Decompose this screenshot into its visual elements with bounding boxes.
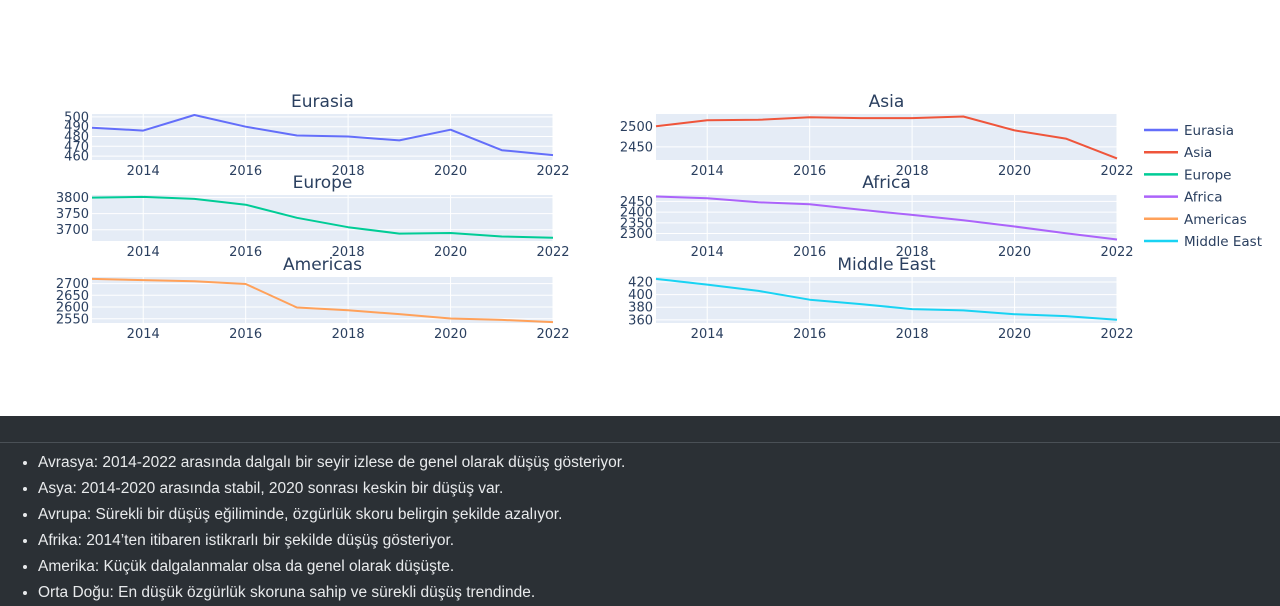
x-tick-label: 2014 xyxy=(691,164,724,179)
note-eurasia: Avrasya: 2014-2022 arasında dalgalı bir … xyxy=(38,450,625,476)
series-line-eurasia xyxy=(91,114,554,157)
x-tick-label: 2014 xyxy=(127,327,160,342)
y-tick-label: 2450 xyxy=(620,140,653,155)
chart-area: 2014 2016 2018 2020 2022 460 470 480 490 500 Euras… xyxy=(56,92,1262,342)
x-tick-label: 2018 xyxy=(332,245,365,260)
note-middle-east: Orta Doğu: En düşük özgürlük skoruna sah… xyxy=(38,580,625,606)
x-tick-label: 2016 xyxy=(793,164,826,179)
x-tick-label: 2022 xyxy=(536,245,569,260)
x-tick-label: 2016 xyxy=(793,327,826,342)
legend-label-asia: Asia xyxy=(1184,145,1212,161)
y-tick-label: 380 xyxy=(628,301,653,316)
notes-divider xyxy=(0,442,1280,443)
note-asia: Asya: 2014-2020 arasında stabil, 2020 so… xyxy=(38,476,625,502)
y-tick-label: 3700 xyxy=(56,223,89,238)
note-africa: Afrika: 2014’ten itibaren istikrarlı bir… xyxy=(38,528,625,554)
y-tick-label: 2600 xyxy=(56,301,89,316)
y-tick-label: 2700 xyxy=(56,277,89,292)
panel-title-asia: Asia xyxy=(869,92,905,112)
y-tick-label: 460 xyxy=(64,150,89,165)
y-tick-label: 2350 xyxy=(620,216,653,231)
x-tick-label: 2020 xyxy=(998,164,1031,179)
x-tick-label: 2014 xyxy=(691,245,724,260)
y-tick-label: 3750 xyxy=(56,207,89,222)
x-tick-label: 2020 xyxy=(434,327,467,342)
panel-asia: 2014 2016 2018 2020 2022 2450 2500 Asia xyxy=(620,92,1134,179)
legend: Eurasia Asia Europe Africa Americas Middle Ea… xyxy=(1144,123,1262,250)
panel-title-americas: Americas xyxy=(283,255,362,275)
y-tick-label: 2500 xyxy=(620,120,653,135)
legend-label-europe: Europe xyxy=(1184,167,1231,183)
x-tick-label: 2014 xyxy=(127,245,160,260)
plot-background-americas xyxy=(92,277,553,323)
x-tick-label: 2018 xyxy=(896,245,929,260)
y-tick-label: 480 xyxy=(64,130,89,145)
note-europe: Avrupa: Sürekli bir düşüş eğiliminde, öz… xyxy=(38,502,625,528)
y-tick-label: 420 xyxy=(628,276,653,291)
panel-title-eurasia: Eurasia xyxy=(291,92,354,112)
x-tick-label: 2016 xyxy=(229,327,262,342)
plot-background-europe xyxy=(92,195,553,241)
y-tick-label: 500 xyxy=(64,110,89,125)
x-tick-label: 2018 xyxy=(896,327,929,342)
notes-panel: Avrasya: 2014-2022 arasında dalgalı bir … xyxy=(0,416,1280,606)
x-tick-label: 2022 xyxy=(1100,164,1133,179)
y-tick-label: 400 xyxy=(628,288,653,303)
y-tick-label: 2450 xyxy=(620,195,653,210)
y-tick-label: 2650 xyxy=(56,289,89,304)
y-tick-label: 490 xyxy=(64,120,89,135)
x-tick-label: 2014 xyxy=(127,164,160,179)
series-line-africa xyxy=(655,195,1118,241)
x-tick-label: 2022 xyxy=(536,327,569,342)
x-tick-label: 2016 xyxy=(229,245,262,260)
legend-label-africa: Africa xyxy=(1184,190,1223,206)
y-tick-label: 2550 xyxy=(56,312,89,327)
legend-label-eurasia: Eurasia xyxy=(1184,123,1234,139)
x-tick-label: 2022 xyxy=(536,164,569,179)
y-tick-label: 2300 xyxy=(620,227,653,242)
y-tick-label: 2400 xyxy=(620,206,653,221)
notes-list: Avrasya: 2014-2022 arasında dalgalı bir … xyxy=(0,450,625,606)
x-tick-label: 2022 xyxy=(1100,245,1133,260)
x-tick-label: 2018 xyxy=(332,164,365,179)
y-tick-label: 360 xyxy=(628,313,653,328)
legend-label-americas: Americas xyxy=(1184,212,1247,228)
x-tick-label: 2020 xyxy=(434,245,467,260)
x-tick-label: 2018 xyxy=(896,164,929,179)
note-americas: Amerika: Küçük dalgalanmalar olsa da gen… xyxy=(38,554,625,580)
x-tick-label: 2020 xyxy=(998,327,1031,342)
y-tick-label: 470 xyxy=(64,140,89,155)
panel-title-middle-east: Middle East xyxy=(837,255,936,275)
series-line-americas xyxy=(91,277,554,324)
legend-label-middle-east: Middle East xyxy=(1184,234,1262,250)
x-tick-label: 2014 xyxy=(691,327,724,342)
x-tick-label: 2018 xyxy=(332,327,365,342)
x-tick-label: 2016 xyxy=(793,245,826,260)
plot-background-asia xyxy=(656,114,1117,160)
series-line-asia xyxy=(655,115,1118,160)
x-tick-label: 2020 xyxy=(434,164,467,179)
x-tick-label: 2020 xyxy=(998,245,1031,260)
y-tick-label: 3800 xyxy=(56,191,89,206)
x-tick-label: 2022 xyxy=(1100,327,1133,342)
series-line-europe xyxy=(91,195,554,239)
x-tick-label: 2016 xyxy=(229,164,262,179)
panel-title-europe: Europe xyxy=(293,173,353,193)
series-line-middle-east xyxy=(655,277,1118,321)
panel-title-africa: Africa xyxy=(862,173,911,193)
